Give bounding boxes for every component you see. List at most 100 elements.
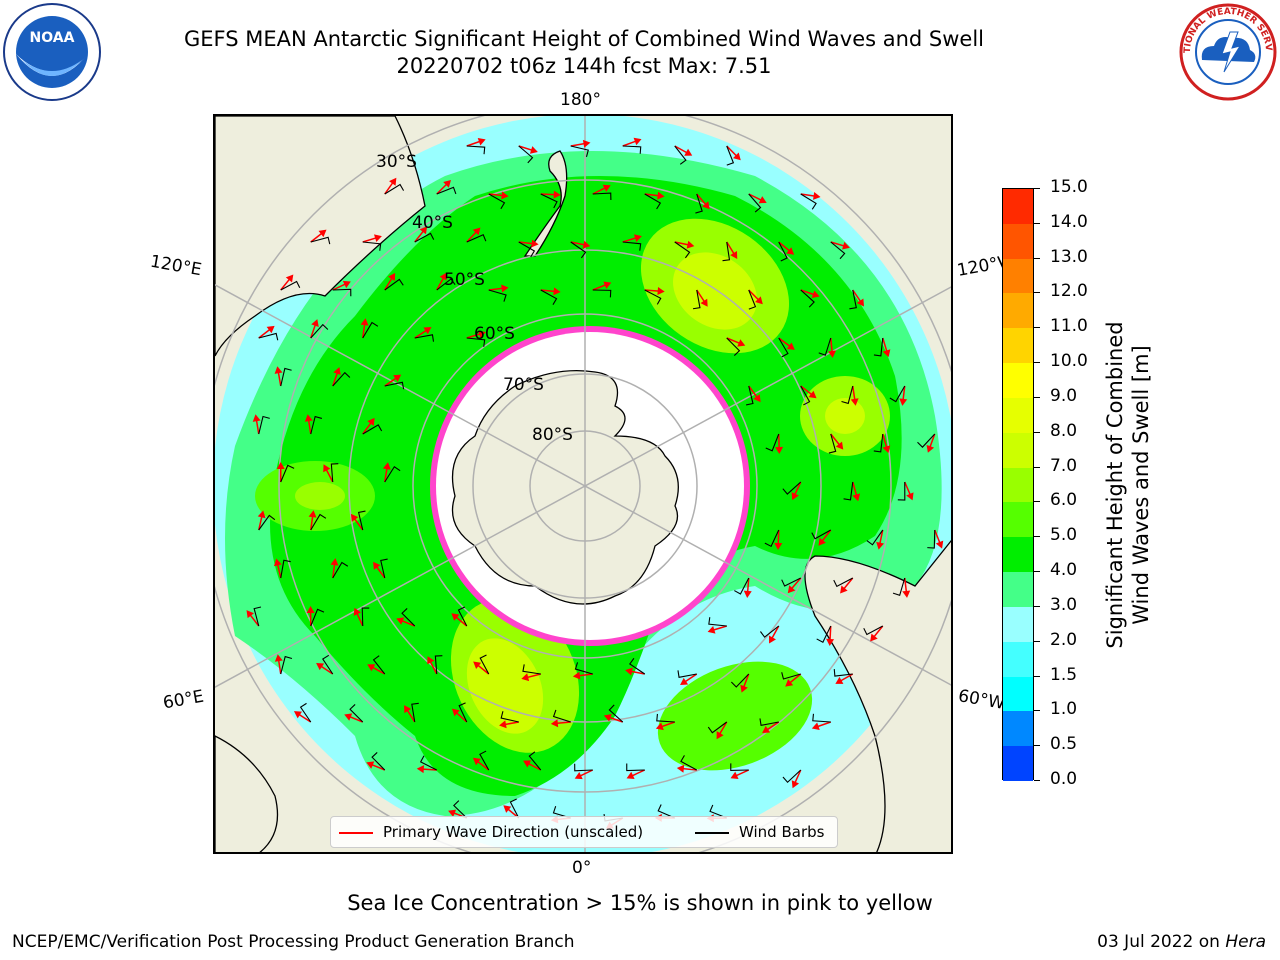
ice-caption-text: Sea Ice Concentration > 15% is shown in …: [347, 891, 933, 915]
wind-barb: [280, 367, 292, 387]
wave-arrow-head: [503, 805, 512, 813]
wind-barb: [357, 510, 366, 531]
wave-arrow-head: [574, 771, 583, 780]
wave-arrow-head: [473, 661, 482, 669]
wind-barb: [384, 465, 401, 483]
wave-arrow-head: [393, 374, 402, 382]
wave-arrow-head: [285, 274, 294, 283]
wave-arrow-head: [786, 342, 795, 350]
wave-arrow-head: [791, 492, 799, 501]
colorbar-tick: [1034, 745, 1040, 747]
wind-barb: [258, 332, 279, 341]
colorbar-tick: [1034, 780, 1040, 781]
wind-barb: [800, 193, 817, 210]
wave-arrow-head: [811, 290, 820, 299]
wind-barb: [816, 625, 832, 643]
colorbar-tick: [1034, 222, 1040, 224]
wind-barb: [380, 558, 388, 579]
africa-land: [215, 735, 279, 852]
wave-field-max-f: [466, 638, 544, 734]
wave-arrow-head: [451, 613, 460, 621]
wave-arrow-head: [899, 398, 908, 406]
wind-barb: [782, 769, 802, 784]
graticule: [215, 116, 951, 852]
wind-barb: [310, 323, 329, 339]
wind-barb: [401, 608, 416, 627]
colorbar-tick-label: 3.0: [1050, 594, 1078, 615]
colorbar-title-line2: Wind Waves and Swell [m]: [1129, 345, 1153, 625]
wave-arrow-head: [626, 771, 635, 780]
wave-arrow-head: [733, 152, 741, 161]
colorbar-tick: [1034, 257, 1040, 259]
lon-label-120e: 120°E: [148, 251, 204, 281]
lon-label-60w: 60°W: [956, 686, 1007, 714]
wind-barb: [674, 241, 691, 259]
wind-barb: [781, 577, 801, 587]
colorbar-band: [1003, 746, 1033, 782]
map-legend: Primary Wave Direction (unscaled) Wind B…: [330, 816, 838, 848]
wind-barb: [310, 608, 325, 627]
new-zealand-land: [523, 150, 568, 257]
colorbar-tick-label: 14.0: [1050, 211, 1088, 232]
wind-barb: [692, 289, 701, 310]
colorbar-tick-label: 5.0: [1050, 525, 1078, 546]
colorbar-band: [1003, 432, 1033, 469]
colorbar-tick: [1034, 188, 1040, 189]
wind-barb: [322, 654, 334, 675]
wind-barb: [748, 289, 757, 310]
wind-barb: [592, 192, 612, 201]
colorbar-tick-label: 9.0: [1050, 385, 1078, 406]
wave-arrow-head: [826, 638, 835, 646]
wave-arrow-head: [246, 610, 254, 619]
wave-arrow-head: [501, 191, 509, 200]
polar-map: [215, 116, 951, 852]
wave-arrow-head: [373, 234, 382, 242]
wind-barb: [833, 669, 853, 677]
wind-barb: [552, 709, 571, 723]
colorbar-tick: [1034, 466, 1040, 468]
wave-arrow-head: [316, 662, 325, 671]
wind-barb: [828, 433, 837, 454]
wind-barb: [626, 763, 645, 772]
wind-barb: [759, 718, 779, 726]
wind-barb: [362, 241, 382, 251]
wind-barb: [522, 664, 541, 675]
wind-barb: [778, 337, 789, 358]
wave-arrow-head: [684, 148, 693, 156]
wind-barb: [849, 289, 857, 310]
wind-barb: [414, 232, 435, 243]
wind-barb: [574, 662, 593, 675]
wave-arrow-head: [274, 654, 283, 662]
wind-barb: [453, 800, 468, 819]
wave-arrow-head: [882, 445, 891, 454]
wave-arrow-head: [367, 417, 375, 426]
wave-arrow-head: [926, 444, 935, 453]
wave-arrow-head: [273, 558, 282, 567]
wind-barb: [818, 337, 832, 356]
wind-barb: [709, 804, 727, 819]
colorbar-tick: [1034, 640, 1040, 642]
wave-arrow-head: [443, 179, 451, 188]
wind-barb: [843, 481, 854, 501]
wind-barb: [384, 278, 404, 291]
wind-barb: [457, 606, 468, 627]
chart-title: GEFS MEAN Antarctic Significant Height o…: [183, 27, 985, 51]
antarctica-land: [451, 369, 679, 605]
wave-arrow-head: [448, 809, 457, 818]
wind-barb: [707, 721, 728, 734]
colorbar-title: Significant Height of Combined Wind Wave…: [1102, 321, 1154, 648]
wind-barb: [310, 513, 327, 531]
wave-arrow-head: [603, 713, 612, 722]
wave-field-max-d: [825, 398, 865, 434]
wave-arrow-head: [935, 540, 944, 549]
wind-barb: [384, 183, 405, 195]
wind-barb: [873, 337, 884, 357]
wave-arrow-head: [870, 633, 878, 642]
wave-arrow-head: [850, 398, 859, 406]
legend-wave-swatch: [339, 832, 373, 834]
wind-barb: [436, 278, 456, 291]
wind-barb: [419, 755, 437, 771]
colorbar-title-line1: Significant Height of Combined: [1103, 321, 1127, 649]
wave-arrow-head: [274, 366, 283, 374]
svg-text:NOAA: NOAA: [30, 30, 75, 46]
